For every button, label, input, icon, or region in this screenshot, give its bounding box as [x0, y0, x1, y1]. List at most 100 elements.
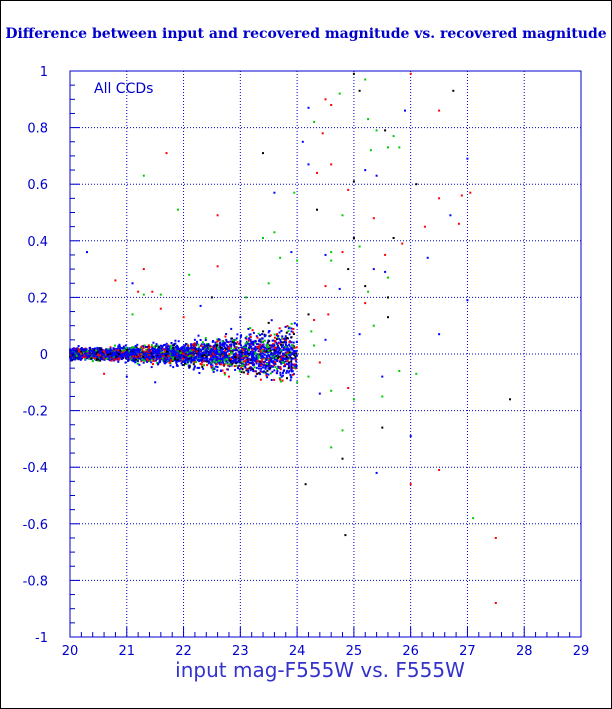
- data-point: [205, 352, 208, 354]
- data-point: [165, 359, 168, 362]
- data-point: [199, 339, 202, 341]
- data-point: [272, 339, 275, 342]
- data-point: [129, 356, 131, 359]
- data-point: [225, 352, 227, 355]
- data-point: [294, 358, 297, 361]
- data-point: [285, 339, 287, 342]
- data-point: [384, 270, 387, 273]
- data-point: [143, 352, 146, 355]
- data-point: [119, 353, 122, 356]
- data-point: [254, 351, 257, 354]
- data-point: [191, 354, 194, 357]
- data-point: [180, 362, 183, 365]
- data-point: [122, 351, 125, 354]
- data-point: [222, 355, 224, 358]
- data-point: [249, 340, 252, 343]
- data-point: [185, 343, 187, 345]
- data-point: [276, 353, 279, 356]
- data-point: [218, 344, 221, 347]
- data-point: [290, 376, 293, 379]
- data-point: [143, 356, 146, 359]
- data-point: [213, 344, 216, 347]
- data-point: [100, 352, 102, 355]
- data-point: [139, 348, 142, 351]
- data-point: [285, 371, 288, 374]
- data-point: [221, 360, 224, 363]
- data-point: [165, 356, 167, 359]
- data-point: [307, 313, 310, 316]
- data-point: [224, 342, 227, 345]
- data-point: [97, 359, 100, 362]
- data-point: [409, 72, 412, 75]
- data-point: [235, 342, 238, 345]
- data-point: [263, 333, 266, 336]
- data-point: [218, 346, 221, 349]
- y-tick-label: 0.8: [27, 122, 48, 137]
- data-point: [239, 359, 242, 362]
- data-point: [177, 340, 180, 343]
- data-point: [130, 356, 133, 359]
- data-point: [155, 359, 157, 362]
- data-point: [274, 363, 277, 366]
- data-point: [101, 358, 104, 361]
- data-point: [153, 347, 156, 350]
- data-point: [293, 354, 296, 356]
- data-point: [136, 360, 139, 363]
- data-point: [103, 357, 106, 360]
- data-point: [263, 339, 266, 342]
- data-point: [324, 253, 327, 256]
- data-point: [214, 341, 217, 344]
- data-point: [267, 331, 270, 334]
- data-point: [372, 268, 375, 271]
- data-point: [186, 361, 189, 364]
- data-point: [241, 368, 244, 371]
- data-point: [161, 349, 163, 352]
- data-point: [256, 359, 259, 362]
- data-point: [398, 146, 401, 149]
- data-point: [273, 356, 276, 359]
- data-point: [188, 360, 191, 363]
- data-point: [154, 381, 157, 384]
- data-point: [287, 363, 290, 366]
- data-point: [208, 347, 211, 350]
- data-point: [132, 360, 135, 363]
- data-point: [260, 360, 263, 363]
- data-point: [176, 363, 178, 366]
- data-point: [132, 351, 135, 354]
- data-point: [256, 353, 259, 356]
- data-point: [321, 132, 324, 135]
- data-point: [235, 353, 238, 356]
- data-point: [150, 366, 153, 369]
- data-point: [133, 349, 136, 351]
- data-point: [140, 345, 143, 348]
- data-point: [70, 357, 73, 360]
- data-point: [225, 360, 228, 363]
- data-point: [290, 351, 293, 354]
- data-point: [113, 348, 116, 351]
- data-point: [169, 364, 172, 367]
- data-point: [268, 359, 271, 362]
- data-point: [266, 369, 269, 372]
- data-point: [276, 356, 279, 359]
- data-point: [285, 331, 288, 334]
- data-point: [177, 353, 180, 356]
- data-point: [187, 357, 190, 360]
- data-point: [287, 343, 290, 346]
- x-tick-label: 25: [346, 644, 363, 659]
- data-point: [197, 349, 200, 352]
- data-point: [233, 338, 236, 341]
- data-point: [249, 338, 252, 341]
- data-point: [198, 372, 201, 374]
- data-point: [112, 358, 115, 361]
- data-point: [296, 354, 298, 357]
- data-point: [186, 359, 189, 362]
- data-point: [235, 360, 238, 363]
- data-point: [135, 355, 138, 357]
- data-point: [358, 245, 361, 248]
- data-point: [281, 335, 284, 338]
- x-tick-label: 28: [516, 644, 533, 659]
- data-point: [204, 339, 207, 341]
- data-point: [198, 360, 201, 363]
- data-point: [200, 344, 203, 347]
- data-point: [265, 356, 268, 359]
